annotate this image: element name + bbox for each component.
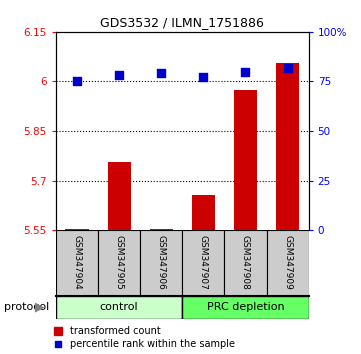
Bar [276, 63, 299, 230]
Text: GSM347909: GSM347909 [283, 235, 292, 290]
Text: GSM347906: GSM347906 [157, 235, 166, 290]
Bar [56, 296, 182, 319]
Bar [182, 296, 309, 319]
Bar [234, 90, 257, 230]
Point [285, 65, 291, 70]
Bar [266, 230, 309, 296]
Bar [98, 230, 140, 296]
Point [116, 73, 122, 78]
Legend: transformed count, percentile rank within the sample: transformed count, percentile rank withi… [53, 326, 235, 349]
Bar [65, 229, 88, 230]
Bar [108, 162, 131, 230]
Point [158, 71, 164, 76]
Text: PRC depletion: PRC depletion [206, 302, 284, 312]
Text: protocol: protocol [4, 302, 49, 312]
Point [200, 75, 206, 80]
Title: GDS3532 / ILMN_1751886: GDS3532 / ILMN_1751886 [100, 16, 264, 29]
Text: GSM347908: GSM347908 [241, 235, 250, 290]
Bar [225, 230, 266, 296]
Text: GSM347907: GSM347907 [199, 235, 208, 290]
Bar [140, 230, 182, 296]
Text: GSM347904: GSM347904 [73, 235, 82, 290]
Bar [56, 230, 98, 296]
Point [243, 69, 248, 74]
Text: ▶: ▶ [35, 301, 45, 314]
Bar [182, 230, 225, 296]
Bar [192, 195, 215, 230]
Point [74, 79, 80, 84]
Bar [150, 229, 173, 230]
Text: control: control [100, 302, 138, 312]
Text: GSM347905: GSM347905 [115, 235, 123, 290]
